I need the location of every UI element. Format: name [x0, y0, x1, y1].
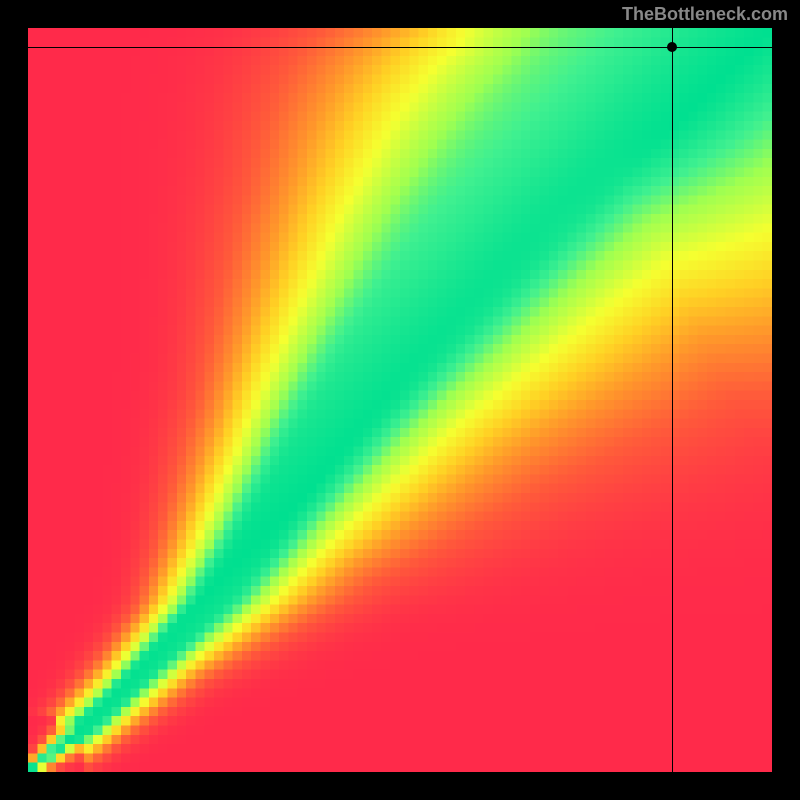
heatmap-plot: [28, 28, 772, 772]
crosshair-marker-dot: [667, 42, 677, 52]
heatmap-canvas: [28, 28, 772, 772]
crosshair-horizontal: [28, 47, 772, 48]
watermark-text: TheBottleneck.com: [622, 4, 788, 25]
crosshair-vertical: [672, 28, 673, 772]
